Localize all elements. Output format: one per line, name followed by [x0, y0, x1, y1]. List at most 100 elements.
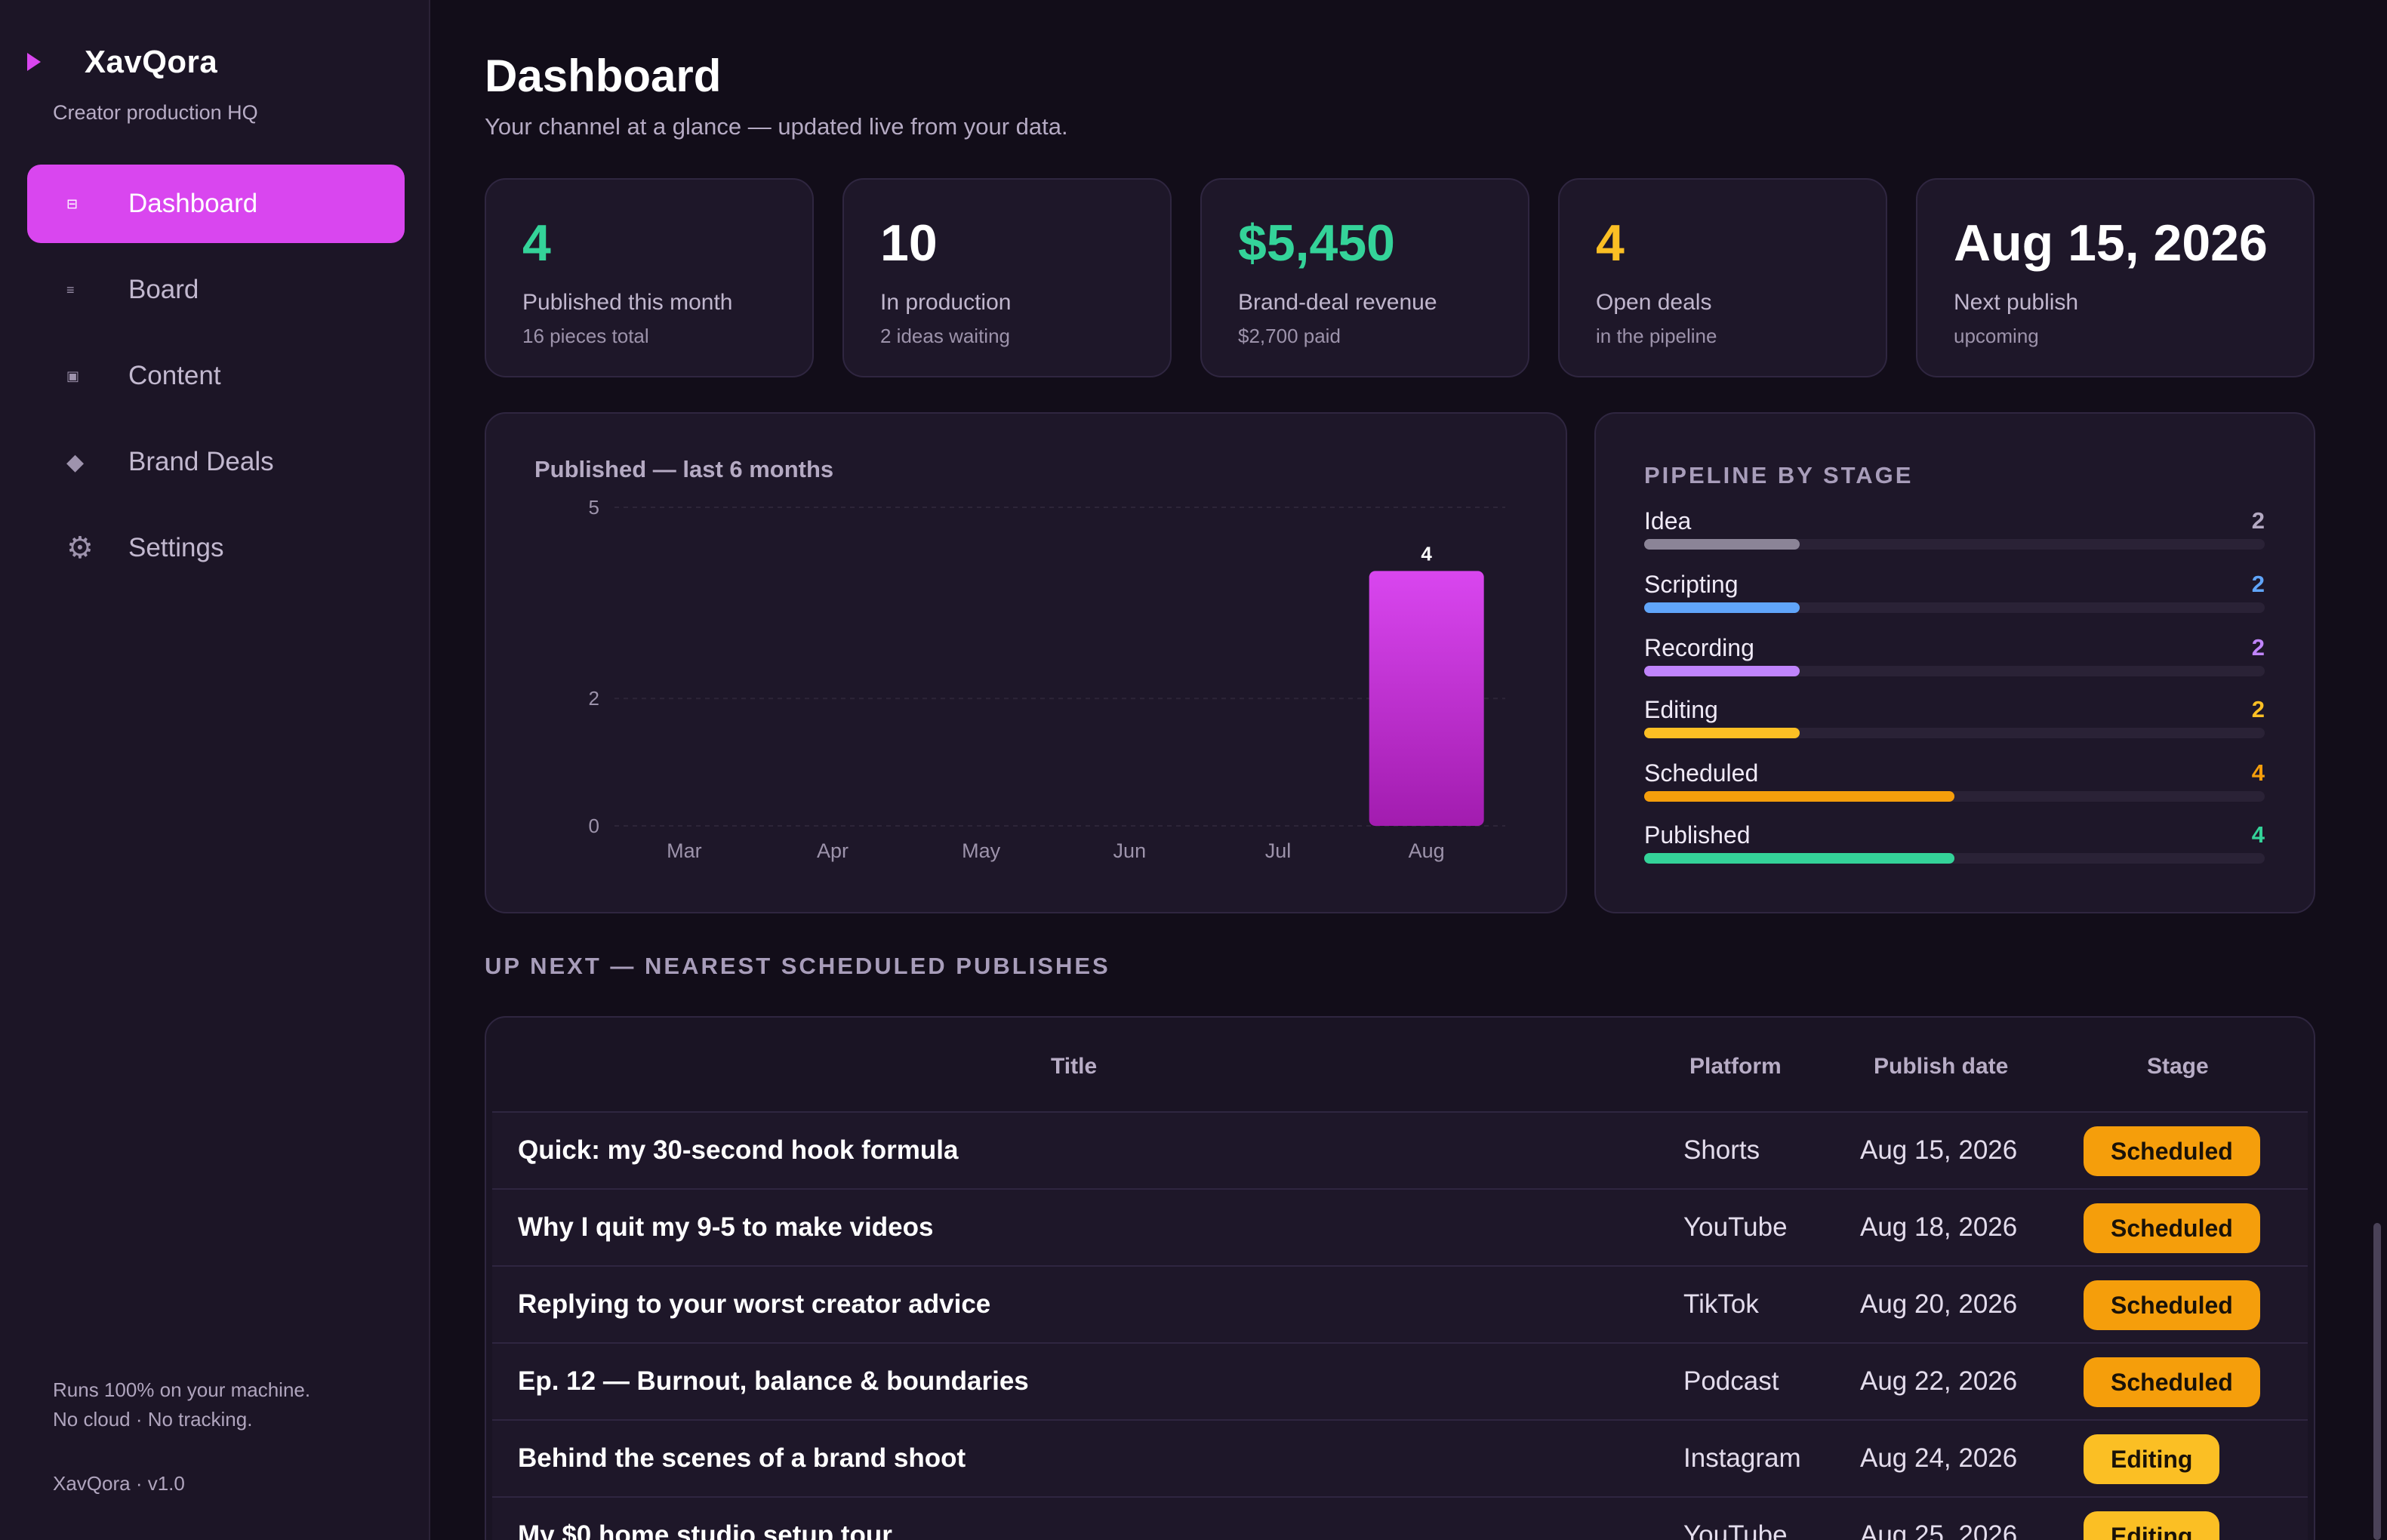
brand[interactable]: XavQora — [27, 44, 217, 80]
row-platform: YouTube — [1683, 1212, 1788, 1242]
privacy-line-1: Runs 100% on your machine. — [53, 1378, 311, 1401]
row-title: Ep. 12 — Burnout, balance & boundaries — [518, 1366, 1029, 1396]
pipeline-row-editing: Editing 2 — [1644, 696, 2265, 749]
stage-badge: Editing — [2084, 1434, 2220, 1484]
chart-title: Published — last 6 months — [534, 456, 834, 482]
stage-count: 2 — [2251, 507, 2265, 534]
sidebar-item-content[interactable]: ▣ Content — [27, 337, 405, 415]
row-title: Why I quit my 9-5 to make videos — [518, 1212, 934, 1242]
stat-card: 4 Open deals in the pipeline — [1558, 178, 1887, 377]
x-tick-label: Jul — [1265, 839, 1292, 862]
col-title[interactable]: Title — [1051, 1054, 1098, 1079]
stat-label: Published this month — [522, 290, 733, 315]
stage-progress-fill — [1644, 791, 1954, 802]
bar-aug[interactable] — [1369, 571, 1484, 826]
row-publish-date: Aug 20, 2026 — [1860, 1289, 2018, 1319]
pipeline-row-scripting: Scripting 2 — [1644, 571, 2265, 624]
bar-data-label: 4 — [1421, 542, 1432, 565]
sidebar-item-label: Content — [128, 361, 221, 390]
x-tick-label: Mar — [667, 839, 702, 862]
sidebar-item-label: Dashboard — [128, 189, 258, 218]
sidebar-nav: ⊟ Dashboard ≡ Board ▣ Content ◆ Brand Deals ⚙ Set… — [27, 165, 405, 595]
row-title: Behind the scenes of a brand shoot — [518, 1443, 966, 1473]
y-tick-label: 0 — [589, 815, 599, 837]
app-version: XavQora · v1.0 — [53, 1472, 185, 1495]
table-row[interactable]: Why I quit my 9-5 to make videos YouTube A… — [492, 1190, 2308, 1267]
y-tick-label: 2 — [589, 687, 599, 710]
row-platform: Podcast — [1683, 1366, 1779, 1396]
table-header: Title Platform Publish date Stage — [492, 1024, 2308, 1113]
stage-name: Published — [1644, 821, 1751, 849]
stage-progress-track — [1644, 853, 2265, 864]
sidebar: XavQora Creator production HQ ⊟ Dashboard… — [0, 0, 430, 1540]
row-title: My $0 home studio setup tour — [518, 1520, 892, 1540]
stage-progress-track — [1644, 602, 2265, 613]
stat-card: Aug 15, 2026 Next publish upcoming — [1916, 178, 2315, 377]
sidebar-item-board[interactable]: ≡ Board — [27, 251, 405, 329]
stat-value: 10 — [880, 214, 938, 272]
table-row[interactable]: Replying to your worst creator advice Tik… — [492, 1267, 2308, 1344]
up-next-table: Title Platform Publish date Stage Quick:… — [485, 1016, 2315, 1540]
stage-count: 2 — [2251, 571, 2265, 597]
stage-name: Editing — [1644, 696, 1718, 723]
stat-note: $2,700 paid — [1238, 325, 1341, 347]
row-publish-date: Aug 24, 2026 — [1860, 1443, 2018, 1473]
row-platform: TikTok — [1683, 1289, 1759, 1319]
x-tick-label: Apr — [817, 839, 849, 862]
stat-value: Aug 15, 2026 — [1954, 214, 2268, 272]
stat-card: $5,450 Brand-deal revenue $2,700 paid — [1200, 178, 1529, 377]
stat-note: upcoming — [1954, 325, 2039, 347]
pipeline-row-recording: Recording 2 — [1644, 634, 2265, 687]
row-title: Replying to your worst creator advice — [518, 1289, 991, 1319]
sidebar-item-settings[interactable]: ⚙ Settings — [27, 509, 405, 587]
sidebar-item-brand-deals[interactable]: ◆ Brand Deals — [27, 423, 405, 501]
stage-progress-fill — [1644, 539, 1800, 550]
pipeline-row-idea: Idea 2 — [1644, 507, 2265, 560]
stage-progress-fill — [1644, 602, 1800, 613]
col-publish-date[interactable]: Publish date — [1874, 1054, 2009, 1079]
stage-progress-fill — [1644, 853, 1954, 864]
sidebar-item-dashboard[interactable]: ⊟ Dashboard — [27, 165, 405, 243]
row-publish-date: Aug 25, 2026 — [1860, 1520, 2018, 1540]
pipeline-card: PIPELINE BY STAGE Idea 2 Scripting 2 Recordi… — [1594, 412, 2315, 913]
table-row[interactable]: Ep. 12 — Burnout, balance & boundaries Po… — [492, 1344, 2308, 1421]
row-title: Quick: my 30-second hook formula — [518, 1135, 959, 1165]
x-tick-label: Aug — [1409, 839, 1445, 862]
table-row[interactable]: Behind the scenes of a brand shoot Instag… — [492, 1421, 2308, 1498]
row-publish-date: Aug 18, 2026 — [1860, 1212, 2018, 1242]
stage-count: 2 — [2251, 696, 2265, 722]
stat-label: In production — [880, 290, 1012, 315]
pipeline-title: PIPELINE BY STAGE — [1644, 462, 1914, 488]
content-icon: ▣ — [66, 368, 80, 383]
col-platform[interactable]: Platform — [1689, 1054, 1782, 1079]
stage-progress-track — [1644, 791, 2265, 802]
pipeline-row-published: Published 4 — [1644, 821, 2265, 874]
page-scrollbar[interactable] — [2373, 1223, 2381, 1540]
table-row[interactable]: Quick: my 30-second hook formula Shorts Au… — [492, 1113, 2308, 1190]
stat-card: 10 In production 2 ideas waiting — [842, 178, 1172, 377]
x-tick-label: Jun — [1113, 839, 1147, 862]
page-subtitle: Your channel at a glance — updated live … — [485, 113, 1068, 140]
stat-value: $5,450 — [1238, 214, 1395, 272]
row-platform: Instagram — [1683, 1443, 1801, 1473]
stage-progress-track — [1644, 666, 2265, 676]
up-next-title: UP NEXT — NEAREST SCHEDULED PUBLISHES — [485, 953, 1110, 979]
app-name: XavQora — [85, 44, 218, 79]
stat-note: 16 pieces total — [522, 325, 649, 347]
stat-label: Next publish — [1954, 290, 2079, 315]
sidebar-item-label: Brand Deals — [128, 447, 274, 476]
stat-value: 4 — [1596, 214, 1625, 272]
table-row[interactable]: My $0 home studio setup tour YouTube Aug 2… — [492, 1498, 2308, 1540]
col-stage[interactable]: Stage — [2147, 1054, 2209, 1079]
published-bar-chart: 0 2 5 Mar Apr May Jun Jul 4 Aug — [589, 496, 1505, 862]
published-chart-card: Published — last 6 months 0 2 5 Mar Apr May Ju… — [485, 412, 1567, 913]
privacy-note: Runs 100% on your machine. No cloud · No… — [53, 1375, 310, 1434]
sidebar-item-label: Board — [128, 275, 199, 304]
x-tick-label: May — [962, 839, 1001, 862]
stage-name: Scheduled — [1644, 759, 1759, 787]
stage-progress-fill — [1644, 666, 1800, 676]
stat-note: in the pipeline — [1596, 325, 1717, 347]
row-publish-date: Aug 22, 2026 — [1860, 1366, 2018, 1396]
row-platform: YouTube — [1683, 1520, 1788, 1540]
stage-badge: Editing — [2084, 1511, 2220, 1540]
